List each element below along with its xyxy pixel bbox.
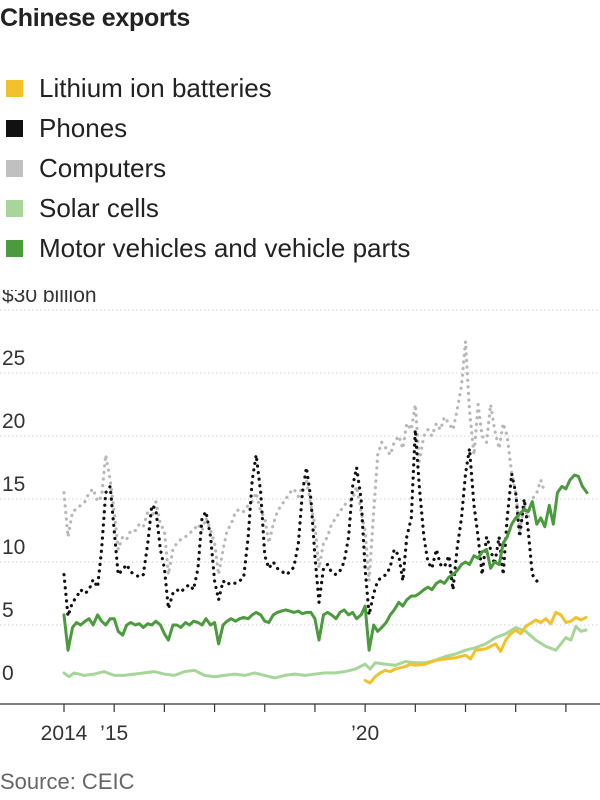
legend-label-computers: Computers xyxy=(39,152,167,183)
legend: Lithium ion batteries Phones Computers S… xyxy=(6,68,410,268)
legend-label-phones: Phones xyxy=(39,112,128,143)
y-tick-label-0: 0 xyxy=(2,662,14,685)
series-line-lithium-ion-batteries xyxy=(363,610,588,685)
y-tick-label-20: 20 xyxy=(2,410,25,433)
solar-swatch-icon xyxy=(6,199,23,217)
legend-item-lithium: Lithium ion batteries xyxy=(6,68,410,108)
y-tick-label-25: 25 xyxy=(2,347,25,370)
motor-swatch-icon xyxy=(6,239,23,257)
lithium-swatch-icon xyxy=(6,79,23,97)
y-tick-label-10: 10 xyxy=(2,536,25,559)
chart-title: Chinese exports xyxy=(0,4,191,32)
source-note: Source: CEIC xyxy=(0,769,135,794)
series-line-computers xyxy=(62,339,547,583)
x-tick-label-2014: 2014 xyxy=(41,722,88,745)
legend-item-solar: Solar cells xyxy=(6,188,410,228)
line-chart: 0 5 10 15 20 25 $30 billion 2014 ’15 ’20 xyxy=(0,290,600,745)
y-tick-label-15: 15 xyxy=(2,473,25,496)
legend-label-solar: Solar cells xyxy=(39,192,159,223)
x-tick-label-2015: ’15 xyxy=(100,722,128,745)
y-tick-label-5: 5 xyxy=(2,599,14,622)
legend-item-phones: Phones xyxy=(6,108,410,148)
x-tick-label-2020: ’20 xyxy=(351,722,379,745)
legend-label-motor: Motor vehicles and vehicle parts xyxy=(39,232,411,263)
series-line-solar-cells xyxy=(62,624,588,680)
legend-label-lithium: Lithium ion batteries xyxy=(39,72,272,103)
legend-item-motor: Motor vehicles and vehicle parts xyxy=(6,228,410,268)
series-line-motor-vehicles-and-vehicle-parts xyxy=(62,473,589,652)
y-tick-label-30: $30 billion xyxy=(2,290,97,307)
phones-swatch-icon xyxy=(6,119,23,137)
legend-item-computers: Computers xyxy=(6,148,410,188)
computers-swatch-icon xyxy=(6,159,23,177)
series-line-phones xyxy=(62,428,543,618)
